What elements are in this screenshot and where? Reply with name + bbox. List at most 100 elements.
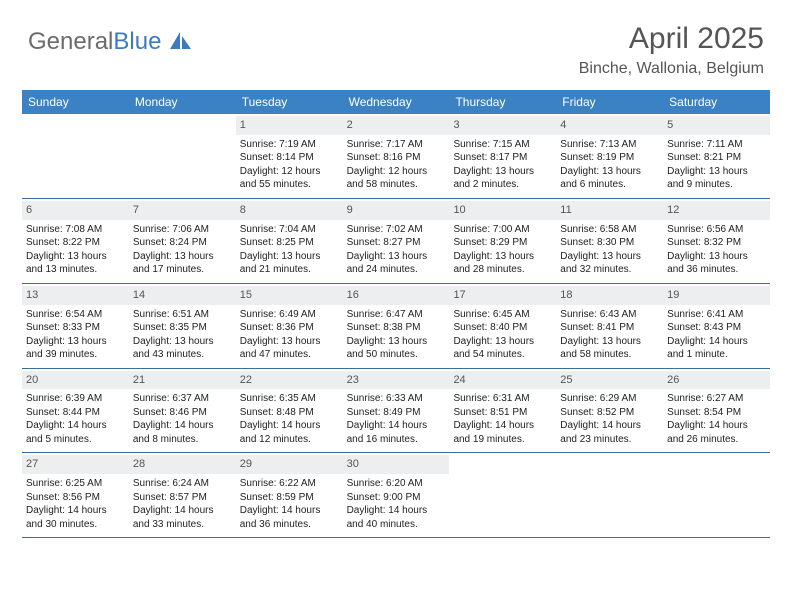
day-number: 15 [236,286,343,305]
weekday-header: Wednesday [343,90,450,114]
calendar-day-cell: 18 Sunrise: 6:43 AMSunset: 8:41 PMDayligh… [556,284,663,368]
day-details: Sunrise: 7:15 AMSunset: 8:17 PMDaylight:… [453,138,552,192]
calendar-day-cell: 26 Sunrise: 6:27 AMSunset: 8:54 PMDayligh… [663,369,770,453]
weekday-header: Thursday [449,90,556,114]
day-details: Sunrise: 6:41 AMSunset: 8:43 PMDaylight:… [667,308,766,362]
page-subtitle: Binche, Wallonia, Belgium [579,60,764,78]
day-number: 27 [22,455,129,474]
calendar-day-cell: 19Sunrise: 6:41 AMSunset: 8:43 PMDayligh… [663,284,770,368]
day-number: 7 [129,201,236,220]
logo-text-part1: General [28,28,113,55]
day-details: Sunrise: 7:06 AMSunset: 8:24 PMDaylight:… [133,223,232,277]
calendar-week-row: 6 Sunrise: 7:08 AMSunset: 8:22 PMDaylight… [22,199,770,284]
day-details: Sunrise: 7:13 AMSunset: 8:19 PMDaylight:… [560,138,659,192]
calendar-day-cell: 13 Sunrise: 6:54 AMSunset: 8:33 PMDayligh… [22,284,129,368]
calendar-day-cell: 29 Sunrise: 6:22 AMSunset: 8:59 PMDayligh… [236,453,343,537]
calendar-day-cell: 2 Sunrise: 7:17 AMSunset: 8:16 PMDaylight… [343,114,450,198]
calendar-day-cell: 28 Sunrise: 6:24 AMSunset: 8:57 PMDayligh… [129,453,236,537]
calendar-day-cell: 14 Sunrise: 6:51 AMSunset: 8:35 PMDayligh… [129,284,236,368]
day-details: Sunrise: 7:08 AMSunset: 8:22 PMDaylight:… [26,223,125,277]
day-details: Sunrise: 6:51 AMSunset: 8:35 PMDaylight:… [133,308,232,362]
calendar-day-cell: 21Sunrise: 6:37 AMSunset: 8:46 PMDayligh… [129,369,236,453]
day-details: Sunrise: 7:17 AMSunset: 8:16 PMDaylight:… [347,138,446,192]
day-details: Sunrise: 6:24 AMSunset: 8:57 PMDaylight:… [133,477,232,531]
day-details: Sunrise: 7:19 AMSunset: 8:14 PMDaylight:… [240,138,339,192]
calendar-day-cell: 17Sunrise: 6:45 AMSunset: 8:40 PMDayligh… [449,284,556,368]
calendar-day-cell: 6 Sunrise: 7:08 AMSunset: 8:22 PMDaylight… [22,199,129,283]
day-details: Sunrise: 6:27 AMSunset: 8:54 PMDaylight:… [667,392,766,446]
calendar-day-cell [556,453,663,537]
day-number [449,455,556,474]
day-details: Sunrise: 6:54 AMSunset: 8:33 PMDaylight:… [26,308,125,362]
day-number: 10 [449,201,556,220]
day-number: 23 [343,371,450,390]
day-details: Sunrise: 6:20 AMSunset: 9:00 PMDaylight:… [347,477,446,531]
day-details: Sunrise: 6:25 AMSunset: 8:56 PMDaylight:… [26,477,125,531]
calendar-day-cell: 10 Sunrise: 7:00 AMSunset: 8:29 PMDayligh… [449,199,556,283]
calendar-day-cell [663,453,770,537]
weekday-header: Friday [556,90,663,114]
day-number: 21 [129,371,236,390]
calendar-day-cell: 27 Sunrise: 6:25 AMSunset: 8:56 PMDayligh… [22,453,129,537]
day-details: Sunrise: 6:35 AMSunset: 8:48 PMDaylight:… [240,392,339,446]
calendar-day-cell [129,114,236,198]
day-number: 26 [663,371,770,390]
weekday-header-row: SundayMondayTuesdayWednesdayThursdayFrid… [22,90,770,114]
day-details: Sunrise: 6:22 AMSunset: 8:59 PMDaylight:… [240,477,339,531]
weekday-header: Saturday [663,90,770,114]
logo: GeneralBlue [28,28,192,57]
calendar-day-cell [449,453,556,537]
day-number: 3 [449,116,556,135]
day-number: 24 [449,371,556,390]
calendar-week-row: 13 Sunrise: 6:54 AMSunset: 8:33 PMDayligh… [22,284,770,369]
day-number: 16 [343,286,450,305]
day-number: 12 [663,201,770,220]
day-details: Sunrise: 6:49 AMSunset: 8:36 PMDaylight:… [240,308,339,362]
calendar-day-cell: 8Sunrise: 7:04 AMSunset: 8:25 PMDaylight… [236,199,343,283]
day-number: 14 [129,286,236,305]
calendar-day-cell [22,114,129,198]
weekday-header: Sunday [22,90,129,114]
calendar-day-cell: 24 Sunrise: 6:31 AMSunset: 8:51 PMDayligh… [449,369,556,453]
calendar: SundayMondayTuesdayWednesdayThursdayFrid… [22,90,770,538]
calendar-day-cell: 12 Sunrise: 6:56 AMSunset: 8:32 PMDayligh… [663,199,770,283]
day-number: 2 [343,116,450,135]
weekday-header: Tuesday [236,90,343,114]
day-number: 25 [556,371,663,390]
calendar-day-cell: 5 Sunrise: 7:11 AMSunset: 8:21 PMDaylight… [663,114,770,198]
calendar-week-row: 1 Sunrise: 7:19 AMSunset: 8:14 PMDaylight… [22,114,770,199]
day-number: 28 [129,455,236,474]
day-details: Sunrise: 7:02 AMSunset: 8:27 PMDaylight:… [347,223,446,277]
day-number: 18 [556,286,663,305]
day-details: Sunrise: 6:31 AMSunset: 8:51 PMDaylight:… [453,392,552,446]
day-number: 8 [236,201,343,220]
calendar-day-cell: 7 Sunrise: 7:06 AMSunset: 8:24 PMDaylight… [129,199,236,283]
day-number: 29 [236,455,343,474]
day-number: 1 [236,116,343,135]
calendar-day-cell: 22 Sunrise: 6:35 AMSunset: 8:48 PMDayligh… [236,369,343,453]
calendar-day-cell: 15 Sunrise: 6:49 AMSunset: 8:36 PMDayligh… [236,284,343,368]
day-details: Sunrise: 6:39 AMSunset: 8:44 PMDaylight:… [26,392,125,446]
day-details: Sunrise: 7:00 AMSunset: 8:29 PMDaylight:… [453,223,552,277]
day-number: 11 [556,201,663,220]
day-details: Sunrise: 6:29 AMSunset: 8:52 PMDaylight:… [560,392,659,446]
weekday-header: Monday [129,90,236,114]
calendar-day-cell: 25 Sunrise: 6:29 AMSunset: 8:52 PMDayligh… [556,369,663,453]
day-number: 22 [236,371,343,390]
day-number: 6 [22,201,129,220]
header-right: April 2025 Binche, Wallonia, Belgium [579,22,764,78]
day-details: Sunrise: 6:56 AMSunset: 8:32 PMDaylight:… [667,223,766,277]
calendar-day-cell: 9Sunrise: 7:02 AMSunset: 8:27 PMDaylight… [343,199,450,283]
day-number: 5 [663,116,770,135]
day-details: Sunrise: 7:11 AMSunset: 8:21 PMDaylight:… [667,138,766,192]
calendar-day-cell: 23 Sunrise: 6:33 AMSunset: 8:49 PMDayligh… [343,369,450,453]
calendar-day-cell: 30Sunrise: 6:20 AMSunset: 9:00 PMDayligh… [343,453,450,537]
day-number [22,116,129,135]
day-details: Sunrise: 6:43 AMSunset: 8:41 PMDaylight:… [560,308,659,362]
day-details: Sunrise: 6:45 AMSunset: 8:40 PMDaylight:… [453,308,552,362]
day-number: 13 [22,286,129,305]
calendar-day-cell: 4Sunrise: 7:13 AMSunset: 8:19 PMDaylight… [556,114,663,198]
day-number [556,455,663,474]
day-details: Sunrise: 6:33 AMSunset: 8:49 PMDaylight:… [347,392,446,446]
day-details: Sunrise: 6:58 AMSunset: 8:30 PMDaylight:… [560,223,659,277]
